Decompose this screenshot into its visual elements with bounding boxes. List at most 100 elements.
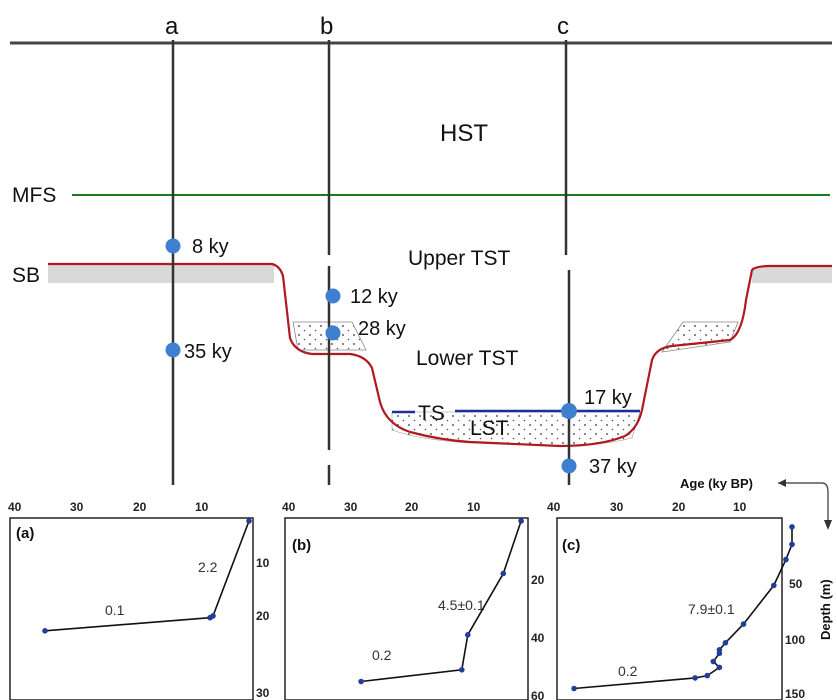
sample-age-label: 12 ky — [350, 286, 398, 308]
rate-label: 0.2 — [372, 647, 392, 663]
sample-marker — [561, 403, 577, 419]
sample-age-label: 17 ky — [584, 387, 632, 409]
panel-tag: (a) — [16, 525, 34, 542]
rate-label: 7.9±0.1 — [688, 601, 735, 617]
age-depth-point — [722, 640, 729, 646]
depth-tick: 20 — [256, 609, 270, 623]
sample-age-label: 37 ky — [589, 456, 637, 478]
age-depth-point — [42, 628, 48, 634]
age-tick: 30 — [610, 500, 624, 514]
age-depth-point — [716, 664, 723, 671]
sb-line — [48, 262, 832, 448]
rate-label: 0.2 — [618, 663, 638, 679]
age-tick: 40 — [282, 500, 296, 514]
rate-label: 4.5±0.1 — [438, 597, 485, 613]
age-tick: 20 — [672, 500, 686, 514]
age-tick: 20 — [133, 500, 147, 514]
panel-frame — [284, 517, 529, 700]
arrow-head-icon — [778, 479, 786, 487]
well-b: b — [320, 13, 333, 485]
ts-label: TS — [418, 402, 445, 425]
panel-tag: (b) — [292, 537, 311, 554]
depth-tick: 50 — [789, 577, 803, 591]
age-axis-annotation: Age (ky BP) — [680, 476, 832, 530]
age-depth-point — [710, 658, 717, 665]
sb-label: SB — [12, 264, 40, 287]
mfs-label: MFS — [12, 184, 56, 207]
age-depth-point — [500, 570, 507, 577]
sand-lens-right — [661, 321, 739, 353]
panel-tag: (c) — [562, 537, 580, 554]
age-tick: 40 — [8, 500, 22, 514]
sample-age-label: 35 ky — [184, 341, 232, 363]
age-depth-point — [692, 675, 698, 681]
age-depth-points — [571, 524, 795, 692]
age-tick: 10 — [195, 500, 209, 514]
panel-b: (b) 40 30 20 10 20 40 60 4.5±0.1 0.2 — [282, 500, 545, 700]
depth-tick: 20 — [531, 573, 545, 587]
age-depth-point — [704, 672, 711, 679]
age-axis-label: Age (ky BP) — [680, 476, 753, 491]
sample-a-35: 35 ky — [165, 341, 232, 363]
well-c-label: c — [557, 13, 569, 40]
depth-tick: 60 — [531, 689, 545, 700]
age-depth-point — [740, 621, 747, 627]
sb-shelf-fill-left — [48, 264, 274, 283]
age-depth-point — [783, 556, 789, 563]
age-depth-point — [771, 582, 777, 589]
age-tick: 20 — [405, 500, 419, 514]
sample-b-12: 12 ky — [325, 286, 398, 308]
sample-marker — [561, 458, 577, 474]
age-depth-curve — [574, 526, 793, 690]
corner-connector — [821, 482, 829, 520]
sample-age-label: 8 ky — [192, 236, 229, 258]
unit-lower-tst-label: Lower TST — [416, 347, 518, 370]
unit-lst-label: LST — [470, 417, 509, 440]
sample-c-17: 17 ky — [561, 387, 632, 419]
age-tick: 10 — [733, 500, 747, 514]
age-depth-point — [789, 541, 795, 548]
age-depth-point — [518, 518, 524, 524]
sample-marker — [325, 288, 341, 304]
rate-label: 2.2 — [198, 559, 218, 575]
sample-a-8: 8 ky — [165, 236, 229, 258]
depth-tick: 150 — [785, 687, 805, 700]
age-depth-point — [210, 613, 216, 619]
sample-marker — [325, 325, 341, 341]
unit-hst-label: HST — [440, 120, 488, 147]
age-depth-point — [789, 524, 795, 530]
age-tick: 30 — [344, 500, 358, 514]
panel-frame — [9, 517, 254, 700]
panel-frame — [556, 517, 783, 700]
age-depth-point — [459, 667, 465, 673]
cross-section: HST MFS SB TS Upper TST Lower TST LST a — [10, 13, 832, 485]
well-c: c — [557, 13, 571, 485]
sample-marker — [165, 238, 181, 254]
well-a-label: a — [165, 13, 179, 40]
unit-upper-tst-label: Upper TST — [408, 247, 510, 270]
sb-shelf-fill-right — [752, 267, 832, 283]
panel-c: (c) 40 30 20 10 50 100 150 7.9±0.1 0.2 — [547, 500, 805, 700]
age-tick: 40 — [547, 500, 561, 514]
age-depth-points — [42, 518, 252, 634]
age-depth-curve — [44, 520, 250, 632]
sample-marker — [165, 342, 181, 358]
well-a: a — [165, 13, 179, 485]
age-depth-point — [716, 647, 723, 653]
panel-a: (a) 40 30 20 10 10 20 30 2.2 0.1 — [8, 500, 270, 700]
age-depth-points — [358, 518, 524, 685]
depth-tick: 100 — [785, 633, 805, 647]
age-depth-point — [465, 632, 471, 638]
sample-b-28: 28 ky — [325, 318, 406, 341]
arrow-head-icon — [824, 520, 832, 530]
age-depth-point — [246, 518, 252, 524]
depth-axis-label: Depth (m) — [818, 579, 833, 640]
depth-tick: 10 — [256, 556, 270, 570]
age-depth-point — [571, 685, 577, 692]
sample-c-37: 37 ky — [561, 456, 637, 478]
age-tick: 10 — [467, 500, 481, 514]
age-tick: 30 — [70, 500, 84, 514]
age-depth-point — [358, 678, 364, 685]
sample-age-label: 28 ky — [358, 318, 406, 340]
